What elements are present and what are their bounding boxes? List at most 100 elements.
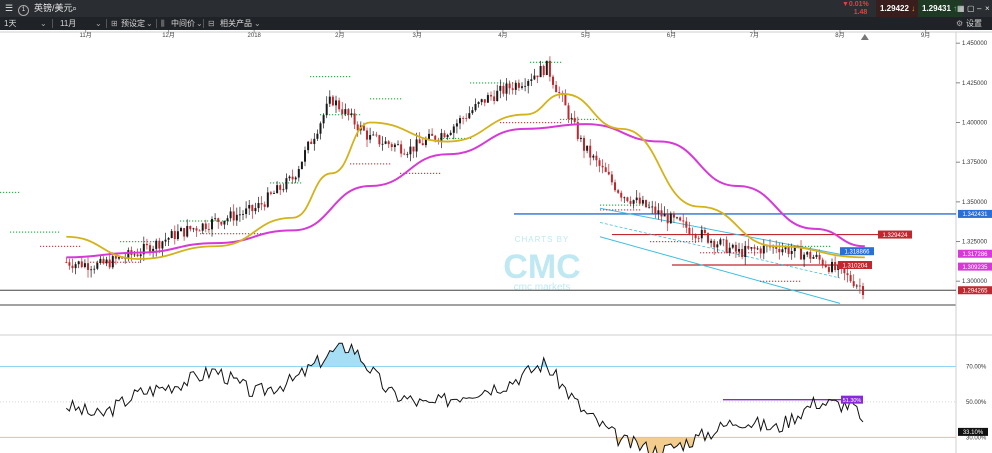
pivot-dot bbox=[93, 261, 95, 263]
candle-down bbox=[843, 268, 846, 274]
pivot-dot bbox=[3, 191, 5, 194]
hamburger-icon[interactable]: ☰ bbox=[5, 3, 14, 13]
price-label: 1.329424 bbox=[882, 233, 908, 239]
pivot-dot bbox=[218, 233, 220, 235]
settings-button[interactable]: 设置 bbox=[966, 19, 982, 28]
pivot-dot bbox=[674, 241, 676, 243]
pivot-dot bbox=[653, 241, 655, 243]
candle-up bbox=[242, 214, 245, 215]
y-tick-label: 1.300000 bbox=[962, 279, 988, 285]
pivot-dot bbox=[482, 82, 484, 84]
pivot-dot bbox=[221, 233, 223, 235]
candle-up bbox=[496, 90, 499, 101]
price-chart[interactable]: 11月 12月 2018 2月 3月 4月 5月 6月 7月 8月 9月 CHARTS BY CMC… bbox=[0, 30, 992, 453]
buy-price-button[interactable]: 1.29431 ↑ bbox=[918, 0, 962, 17]
pivot-dot bbox=[548, 61, 550, 63]
pivot-dot bbox=[718, 252, 720, 254]
pivot-dot bbox=[539, 61, 541, 63]
pivot-dot bbox=[739, 252, 741, 254]
pivot-dot bbox=[34, 231, 36, 233]
pivot-dot bbox=[365, 163, 367, 165]
channel-lower bbox=[599, 236, 841, 304]
candle-down bbox=[269, 192, 272, 194]
candle-up bbox=[449, 132, 452, 135]
candle-down bbox=[493, 96, 496, 101]
candle-down bbox=[672, 213, 675, 218]
candle-down bbox=[483, 99, 486, 103]
candle-up bbox=[74, 264, 77, 269]
candle-down bbox=[713, 240, 716, 248]
range-select[interactable]: 11月 bbox=[60, 17, 76, 30]
chevron-down-icon[interactable]: ⌄ bbox=[254, 19, 261, 28]
pivot-dot bbox=[233, 233, 235, 235]
candle-down bbox=[552, 76, 555, 85]
pivot-dot bbox=[353, 163, 355, 165]
pivot-dot bbox=[316, 75, 318, 78]
candle-up bbox=[90, 269, 93, 271]
candle-up bbox=[99, 258, 102, 263]
candle-down bbox=[390, 144, 393, 148]
pivot-dot bbox=[636, 209, 638, 211]
pivot-dot bbox=[195, 220, 197, 222]
pivot-dot bbox=[291, 182, 293, 184]
close-icon[interactable]: × bbox=[985, 4, 990, 13]
pivot-dot bbox=[721, 252, 723, 254]
price-type-button[interactable]: 中间价 bbox=[171, 19, 195, 28]
pivot-dot bbox=[476, 82, 478, 84]
pivot-dot bbox=[28, 231, 30, 233]
pivot-dot bbox=[132, 241, 134, 243]
window-icon[interactable]: ▢ bbox=[967, 4, 975, 13]
candle-down bbox=[183, 228, 186, 237]
candle-up bbox=[539, 66, 542, 78]
candle-up bbox=[152, 248, 155, 253]
chevron-down-icon[interactable]: ⌄ bbox=[196, 19, 203, 28]
related-products-button[interactable]: 相关产品 bbox=[220, 19, 252, 28]
y-tick-label: 1.425000 bbox=[962, 81, 988, 87]
pivot-dot bbox=[584, 118, 586, 121]
pivot-dot bbox=[542, 122, 544, 124]
x-tick-label: 12月 bbox=[162, 32, 175, 39]
pivot-dot bbox=[254, 233, 256, 235]
x-tick-label: 5月 bbox=[581, 32, 590, 39]
pivot-dot bbox=[374, 163, 376, 165]
pivot-dot bbox=[52, 245, 54, 247]
pivot-dot bbox=[808, 245, 810, 247]
pivot-dot bbox=[603, 204, 605, 206]
chevron-down-icon[interactable]: ⌄ bbox=[146, 19, 153, 28]
candle-down bbox=[722, 239, 725, 241]
pivot-dot bbox=[506, 122, 508, 124]
pivot-dot bbox=[609, 204, 611, 206]
candle-up bbox=[521, 86, 524, 88]
pivot-dot bbox=[43, 231, 45, 233]
candle-up bbox=[285, 178, 288, 190]
candle-down bbox=[824, 265, 827, 268]
pivot-dot bbox=[612, 204, 614, 206]
gear-icon[interactable]: ⚙ bbox=[956, 19, 964, 28]
pivot-dot bbox=[692, 241, 694, 243]
instrument-number-badge[interactable]: 1 bbox=[18, 0, 29, 17]
pivot-dot bbox=[491, 82, 493, 84]
pivot-dot bbox=[391, 98, 393, 100]
pivot-dot bbox=[320, 114, 322, 116]
sell-price-button[interactable]: 1.29422 ↓ bbox=[876, 0, 920, 17]
pivot-dot bbox=[593, 118, 595, 121]
timeframe-select[interactable]: 1天 bbox=[4, 17, 16, 30]
pivot-dot bbox=[294, 182, 296, 184]
candle-up bbox=[812, 257, 815, 259]
preset-button[interactable]: 预设定 bbox=[121, 19, 145, 28]
candle-up bbox=[545, 60, 548, 76]
pivot-dot bbox=[400, 98, 402, 100]
candle-down bbox=[576, 122, 579, 139]
grid-icon[interactable]: ▦ bbox=[957, 4, 965, 13]
chevron-down-icon[interactable]: ⌄ bbox=[95, 19, 102, 28]
pivot-dot bbox=[512, 122, 514, 124]
search-icon[interactable]: ⌕ bbox=[72, 3, 78, 13]
instrument-title[interactable]: 英镑/美元 bbox=[34, 3, 73, 13]
minimize-icon[interactable]: – bbox=[977, 4, 982, 13]
candle-up bbox=[471, 110, 474, 114]
pivot-dot bbox=[751, 252, 753, 254]
chevron-down-icon[interactable]: ⌄ bbox=[40, 19, 47, 28]
candle-up bbox=[415, 139, 418, 152]
pivot-dot bbox=[10, 231, 12, 233]
candle-up bbox=[428, 133, 431, 140]
